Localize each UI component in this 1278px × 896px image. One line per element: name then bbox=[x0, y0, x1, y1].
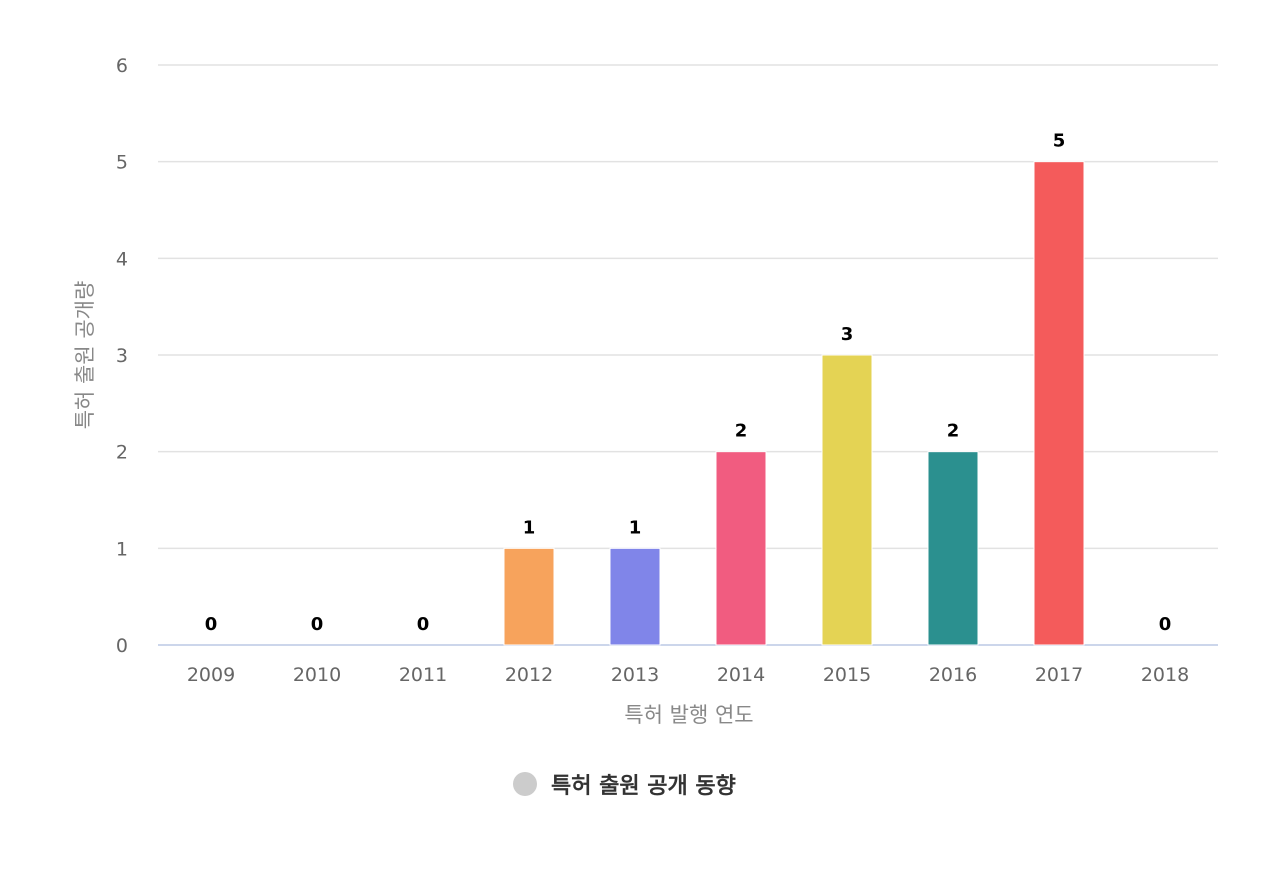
y-tick-label: 6 bbox=[116, 55, 128, 77]
x-tick-label: 2014 bbox=[717, 664, 765, 686]
x-tick-label: 2013 bbox=[611, 664, 659, 686]
y-tick-label: 3 bbox=[116, 345, 128, 367]
bar[interactable] bbox=[715, 451, 767, 646]
x-axis-ticks: 2009 2010 2011 2012 2013 2014 2015 2016 2017 2018 bbox=[187, 664, 1189, 686]
data-label: 5 bbox=[1053, 131, 1066, 152]
bar[interactable] bbox=[927, 451, 979, 646]
data-label: 3 bbox=[841, 324, 854, 345]
x-tick-label: 2009 bbox=[187, 664, 235, 686]
x-tick-label: 2015 bbox=[823, 664, 871, 686]
bar[interactable] bbox=[609, 547, 661, 646]
y-axis-title: 특허 출원 공개량 bbox=[73, 281, 97, 430]
bar[interactable] bbox=[1033, 161, 1085, 646]
x-tick-label: 2016 bbox=[929, 664, 977, 686]
y-tick-label: 5 bbox=[116, 152, 128, 174]
x-tick-label: 2010 bbox=[293, 664, 341, 686]
data-label: 1 bbox=[523, 517, 536, 538]
data-label: 2 bbox=[735, 421, 748, 442]
data-label: 0 bbox=[417, 614, 430, 635]
data-label: 0 bbox=[311, 614, 324, 635]
y-axis-ticks: 0 1 2 3 4 5 6 bbox=[116, 55, 128, 657]
y-tick-label: 4 bbox=[116, 248, 128, 270]
data-label: 0 bbox=[1159, 614, 1172, 635]
data-label: 0 bbox=[205, 614, 218, 635]
data-labels: 0 0 0 1 1 2 3 2 5 0 bbox=[205, 131, 1172, 635]
x-tick-label: 2012 bbox=[505, 664, 553, 686]
y-tick-label: 1 bbox=[116, 538, 128, 560]
legend-item[interactable]: 특허 출원 공개 동향 bbox=[513, 772, 736, 799]
x-tick-label: 2018 bbox=[1141, 664, 1189, 686]
data-label: 2 bbox=[947, 421, 960, 442]
x-axis-title: 특허 발행 연도 bbox=[624, 703, 753, 727]
bar[interactable] bbox=[821, 354, 873, 646]
x-tick-label: 2011 bbox=[399, 664, 447, 686]
data-label: 1 bbox=[629, 517, 642, 538]
legend-label: 특허 출원 공개 동향 bbox=[551, 774, 736, 799]
bar[interactable] bbox=[503, 547, 555, 646]
x-tick-label: 2017 bbox=[1035, 664, 1083, 686]
bars bbox=[503, 161, 1085, 646]
y-tick-label: 0 bbox=[116, 635, 128, 657]
y-tick-label: 2 bbox=[116, 442, 128, 464]
legend-marker bbox=[513, 772, 537, 796]
